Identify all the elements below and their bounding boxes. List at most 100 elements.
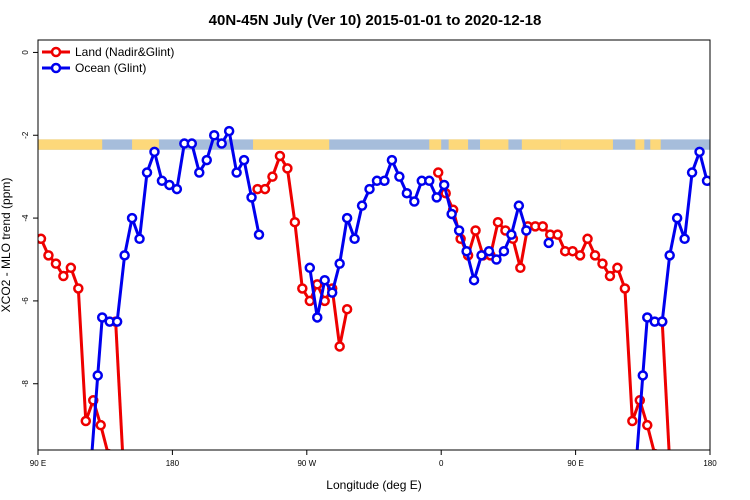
data-point-ocean — [216, 138, 227, 149]
data-point-ocean — [96, 312, 108, 323]
data-point-ocean — [679, 233, 690, 245]
x-tick-label: 0 — [439, 459, 444, 468]
data-point-ocean — [637, 370, 649, 381]
data-point-ocean — [156, 175, 168, 187]
data-point-ocean — [394, 171, 405, 182]
data-point-ocean — [312, 312, 323, 323]
data-point-ocean — [401, 187, 413, 199]
data-point-ocean — [686, 167, 698, 178]
data-point-land — [627, 415, 638, 427]
y-tick-label: -8 — [21, 380, 30, 388]
legend: Land (Nadir&Glint) Ocean (Glint) — [42, 45, 174, 75]
data-point-ocean — [521, 225, 532, 236]
data-point-land — [642, 419, 653, 431]
land-band-segment — [38, 139, 103, 150]
y-axis-label: XCO2 - MLO trend (ppm) — [0, 178, 13, 313]
data-point-ocean — [513, 200, 525, 211]
series-layer — [38, 125, 710, 479]
data-point-ocean — [709, 182, 710, 188]
data-point-ocean — [326, 287, 338, 298]
data-point-land — [259, 183, 271, 195]
y-tick-label: -6 — [21, 297, 30, 305]
data-point-land — [604, 270, 616, 282]
data-point-ocean — [664, 250, 675, 261]
data-point-land — [597, 258, 608, 269]
data-point-ocean — [223, 125, 235, 137]
data-point-land — [104, 448, 112, 450]
data-point-land — [297, 283, 308, 294]
data-point-land — [582, 233, 593, 245]
data-point-ocean — [201, 154, 212, 166]
data-point-land — [589, 250, 601, 261]
data-point-land — [612, 262, 623, 274]
data-point-ocean — [334, 258, 345, 269]
y-tick-label: 0 — [21, 50, 30, 55]
data-point-ocean — [319, 274, 330, 286]
data-point-land — [515, 262, 526, 274]
data-point-land — [80, 415, 92, 427]
data-point-ocean — [642, 312, 653, 323]
land-band-segment — [521, 139, 561, 150]
data-point-ocean — [694, 146, 705, 158]
data-point-land — [267, 171, 278, 182]
data-point-ocean — [356, 200, 368, 211]
legend-label-ocean: Ocean (Glint) — [75, 61, 146, 75]
data-point-land — [619, 283, 631, 294]
data-point-ocean — [701, 175, 710, 187]
series-line-land — [257, 154, 349, 348]
land-band-segment — [448, 139, 469, 150]
land-band-segment — [132, 139, 159, 150]
data-point-land — [289, 216, 301, 228]
legend-marker-ocean — [50, 62, 62, 74]
data-point-ocean — [119, 250, 130, 261]
data-point-ocean — [141, 167, 153, 178]
data-point-land — [492, 216, 504, 228]
data-point-ocean — [194, 167, 205, 178]
data-point-ocean — [364, 183, 375, 195]
data-point-ocean — [86, 471, 94, 479]
land-band-segment — [650, 139, 661, 150]
land-band-segment — [480, 139, 509, 150]
series-line-land — [436, 172, 656, 450]
data-point-ocean — [483, 245, 495, 257]
data-point-ocean — [238, 154, 250, 166]
data-point-land — [65, 262, 77, 274]
data-point-ocean — [341, 212, 353, 224]
data-point-ocean — [111, 316, 123, 327]
series-line-land — [660, 321, 671, 450]
land-band-segment — [253, 139, 330, 150]
data-point-ocean — [304, 262, 316, 274]
data-point-land — [341, 303, 353, 315]
data-point-ocean — [468, 274, 480, 286]
data-point-ocean — [246, 192, 257, 203]
data-point-ocean — [134, 233, 145, 245]
data-point-land — [574, 250, 586, 261]
data-point-ocean — [506, 229, 517, 240]
data-point-land — [537, 221, 548, 232]
data-point-land — [666, 458, 674, 466]
data-point-land — [334, 341, 345, 352]
data-point-land — [274, 150, 286, 162]
data-point-ocean — [231, 167, 242, 178]
data-point-ocean — [424, 175, 435, 187]
legend-marker-land — [50, 46, 62, 58]
data-point-ocean — [126, 212, 138, 224]
data-point-land — [58, 270, 69, 282]
data-point-ocean — [409, 196, 420, 207]
data-point-land — [470, 225, 481, 236]
series-line-ocean — [90, 129, 261, 450]
data-point-land — [73, 283, 84, 294]
data-point-land — [552, 229, 563, 240]
data-point-land — [567, 245, 578, 257]
data-point-ocean — [92, 370, 103, 381]
data-point-ocean — [438, 179, 450, 191]
data-point-ocean — [431, 192, 442, 203]
data-point-ocean — [656, 316, 668, 327]
data-point-ocean — [149, 146, 160, 158]
x-tick-label: 90 E — [567, 459, 583, 468]
y-tick-label: -4 — [21, 214, 30, 222]
x-tick-label: 180 — [703, 459, 717, 468]
data-point-land — [95, 419, 106, 431]
data-point-ocean — [379, 175, 390, 187]
